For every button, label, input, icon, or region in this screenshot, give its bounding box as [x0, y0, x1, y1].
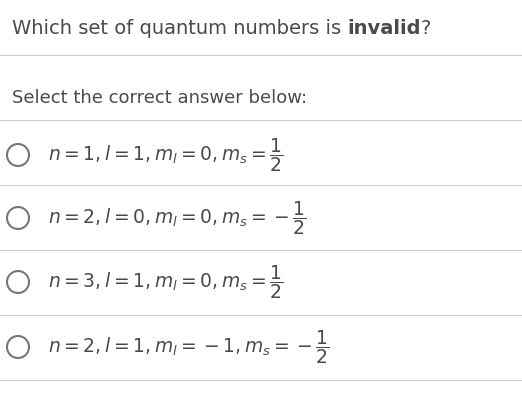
Text: invalid: invalid — [347, 18, 421, 38]
Text: ?: ? — [421, 18, 431, 38]
Text: Which set of quantum numbers is: Which set of quantum numbers is — [12, 18, 347, 38]
Text: $n = 1, l = 1, m_l = 0, m_s = \dfrac{1}{2}$: $n = 1, l = 1, m_l = 0, m_s = \dfrac{1}{… — [48, 136, 284, 174]
Text: $n = 2, l = 0, m_l = 0, m_s = -\dfrac{1}{2}$: $n = 2, l = 0, m_l = 0, m_s = -\dfrac{1}… — [48, 199, 307, 237]
Text: Select the correct answer below:: Select the correct answer below: — [12, 89, 307, 107]
Text: $n = 3, l = 1, m_l = 0, m_s = \dfrac{1}{2}$: $n = 3, l = 1, m_l = 0, m_s = \dfrac{1}{… — [48, 263, 284, 301]
Text: $n = 2, l = 1, m_l = -1, m_s = -\dfrac{1}{2}$: $n = 2, l = 1, m_l = -1, m_s = -\dfrac{1… — [48, 328, 330, 366]
